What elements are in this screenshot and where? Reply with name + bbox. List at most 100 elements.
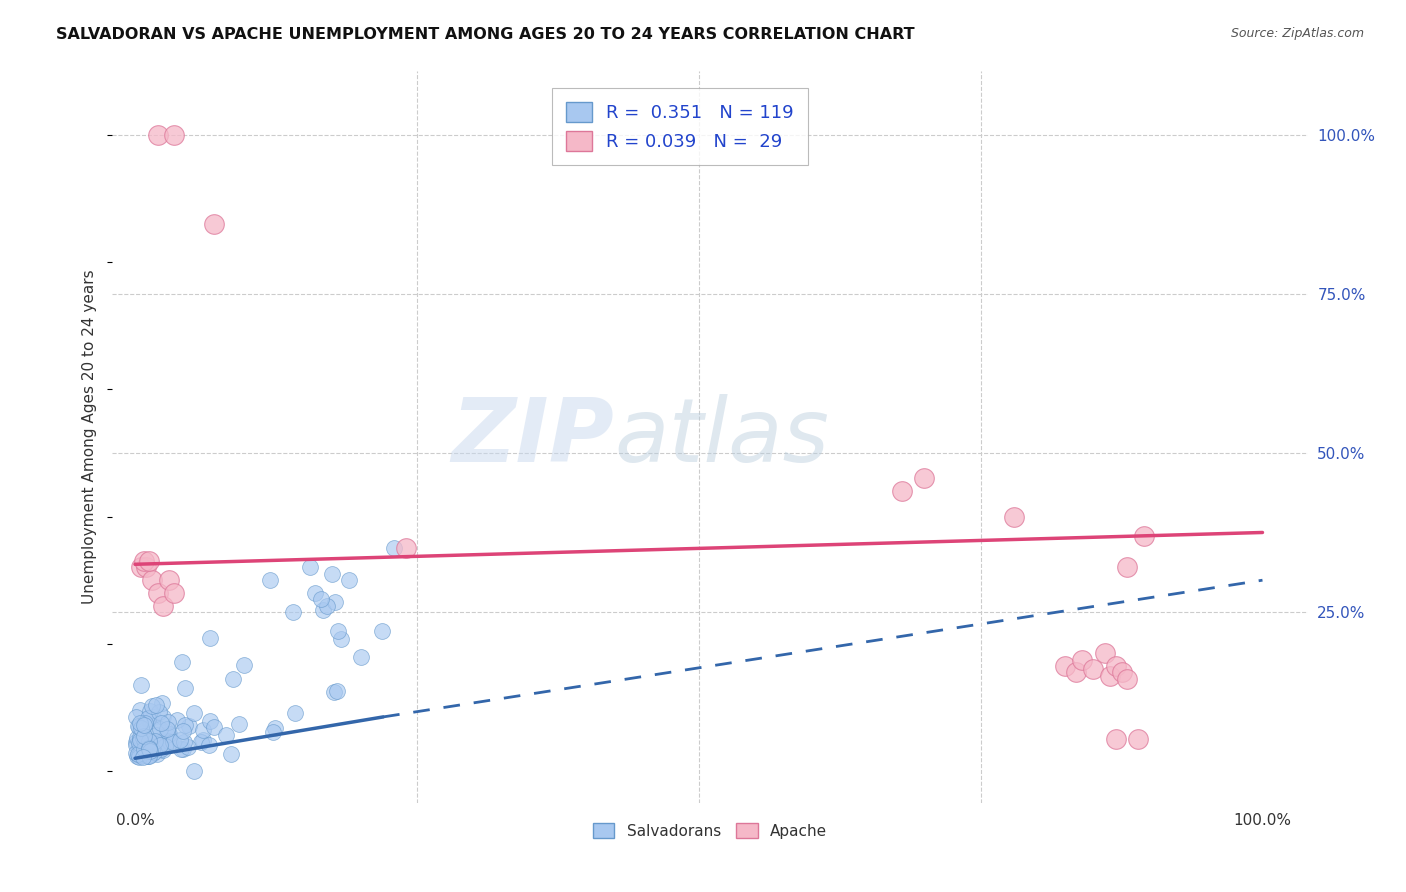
Point (127, 749, 149, 764)
Point (136, 748, 159, 763)
Point (132, 740, 155, 755)
Point (145, 720, 167, 734)
Point (149, 739, 172, 753)
Point (138, 734, 160, 748)
Legend: Salvadorans, Apache: Salvadorans, Apache (585, 815, 835, 847)
Point (371, 624, 394, 639)
Point (172, 655, 194, 669)
Point (219, 747, 242, 761)
Point (177, 719, 200, 733)
Text: Source: ZipAtlas.com: Source: ZipAtlas.com (1230, 27, 1364, 40)
Point (138, 748, 160, 763)
Point (190, 734, 212, 748)
Point (138, 740, 160, 755)
Point (128, 749, 150, 764)
Point (173, 734, 195, 748)
Point (145, 747, 167, 761)
Point (309, 592, 332, 607)
Y-axis label: Unemployment Among Ages 20 to 24 years: Unemployment Among Ages 20 to 24 years (82, 269, 97, 605)
Point (183, 764, 205, 778)
Point (142, 739, 165, 754)
Point (145, 728, 167, 742)
Point (349, 649, 371, 664)
Point (152, 743, 174, 757)
Point (1094, 646, 1116, 660)
Point (1133, 529, 1156, 543)
Point (264, 722, 287, 736)
Point (128, 703, 150, 717)
Point (139, 742, 162, 756)
Point (1128, 732, 1150, 747)
Point (157, 727, 180, 741)
Point (163, 586, 186, 600)
Point (200, 714, 222, 728)
Point (138, 742, 160, 756)
Point (125, 746, 148, 760)
Point (135, 748, 157, 763)
Point (262, 725, 284, 739)
Point (1105, 732, 1128, 747)
Point (174, 717, 197, 731)
Point (146, 586, 169, 600)
Point (138, 554, 160, 568)
Point (312, 603, 335, 617)
Text: SALVADORAN VS APACHE UNEMPLOYMENT AMONG AGES 20 TO 24 YEARS CORRELATION CHART: SALVADORAN VS APACHE UNEMPLOYMENT AMONG … (56, 27, 915, 42)
Point (149, 723, 172, 737)
Point (125, 735, 148, 749)
Point (134, 736, 156, 750)
Point (143, 745, 166, 759)
Point (157, 727, 180, 741)
Point (1105, 659, 1128, 673)
Point (141, 747, 163, 761)
Point (150, 733, 173, 747)
Point (156, 715, 179, 730)
Point (382, 541, 405, 556)
Point (149, 742, 172, 756)
Point (156, 728, 179, 742)
Point (1083, 662, 1105, 676)
Point (326, 683, 349, 698)
Point (138, 743, 160, 757)
Point (131, 747, 153, 762)
Point (163, 128, 186, 142)
Point (191, 723, 214, 738)
Point (202, 217, 225, 231)
Point (214, 727, 236, 741)
Point (128, 736, 150, 750)
Point (136, 713, 159, 727)
Point (1066, 665, 1088, 680)
Point (326, 624, 349, 638)
Point (131, 750, 153, 764)
Point (129, 716, 152, 731)
Point (166, 714, 188, 728)
Point (141, 743, 163, 757)
Point (129, 721, 152, 735)
Point (394, 541, 416, 556)
Point (125, 709, 148, 723)
Point (323, 595, 346, 609)
Point (129, 678, 152, 692)
Point (141, 699, 163, 714)
Point (129, 741, 152, 756)
Point (197, 738, 219, 752)
Point (159, 735, 181, 749)
Point (222, 673, 245, 687)
Point (1111, 665, 1133, 680)
Point (157, 573, 180, 587)
Point (321, 566, 343, 581)
Point (912, 471, 935, 485)
Point (134, 729, 156, 743)
Point (298, 560, 321, 574)
Point (284, 706, 307, 720)
Point (132, 717, 155, 731)
Point (135, 560, 157, 574)
Point (145, 736, 167, 750)
Point (129, 730, 152, 744)
Point (172, 742, 194, 756)
Point (173, 723, 195, 738)
Point (152, 599, 174, 613)
Point (1116, 560, 1139, 574)
Point (281, 605, 304, 619)
Point (202, 720, 225, 734)
Point (304, 586, 326, 600)
